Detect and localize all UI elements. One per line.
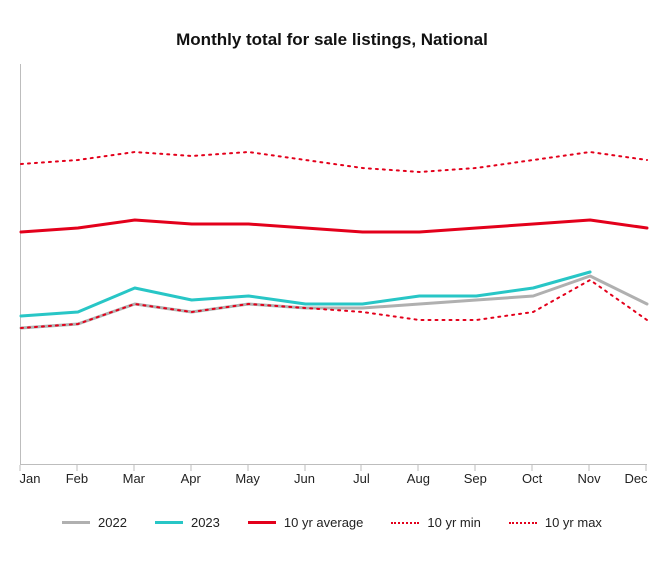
x-axis-label: Feb: [66, 471, 88, 486]
legend-item-2022: 2022: [62, 515, 127, 530]
x-axis-label: Jul: [353, 471, 370, 486]
x-axis-label: Jun: [294, 471, 315, 486]
legend-swatch: [509, 522, 537, 524]
x-axis-label: Nov: [578, 471, 601, 486]
legend-label: 2022: [98, 515, 127, 530]
legend-swatch: [62, 521, 90, 524]
legend: 2022 2023 10 yr average 10 yr min 10 yr max: [19, 515, 645, 530]
series-10yr_average: [21, 220, 647, 232]
legend-label: 10 yr average: [284, 515, 364, 530]
series-10yr_max: [21, 152, 647, 172]
legend-swatch: [391, 522, 419, 524]
legend-label: 10 yr max: [545, 515, 602, 530]
x-axis-label: Jan: [20, 471, 41, 486]
x-axis-label: Sep: [464, 471, 487, 486]
x-axis-label: May: [235, 471, 260, 486]
x-axis-label: Aug: [407, 471, 430, 486]
x-axis-label: Mar: [123, 471, 145, 486]
x-axis-labels: Jan Feb Mar Apr May Jun Jul Aug Sep Oct Nov Dec: [20, 465, 646, 493]
legend-item-2023: 2023: [155, 515, 220, 530]
legend-item-10yr_average: 10 yr average: [248, 515, 364, 530]
x-axis-label: Apr: [181, 471, 201, 486]
chart-svg: [21, 64, 647, 464]
legend-item-10yr_max: 10 yr max: [509, 515, 602, 530]
legend-label: 2023: [191, 515, 220, 530]
legend-label: 10 yr min: [427, 515, 480, 530]
legend-swatch: [155, 521, 183, 524]
x-axis-label: Dec: [624, 471, 647, 486]
legend-swatch: [248, 521, 276, 524]
chart-container: Monthly total for sale listings, Nationa…: [0, 0, 664, 564]
plot-area: [20, 64, 647, 465]
legend-item-10yr_min: 10 yr min: [391, 515, 480, 530]
x-axis-label: Oct: [522, 471, 542, 486]
chart-title: Monthly total for sale listings, Nationa…: [18, 30, 646, 50]
